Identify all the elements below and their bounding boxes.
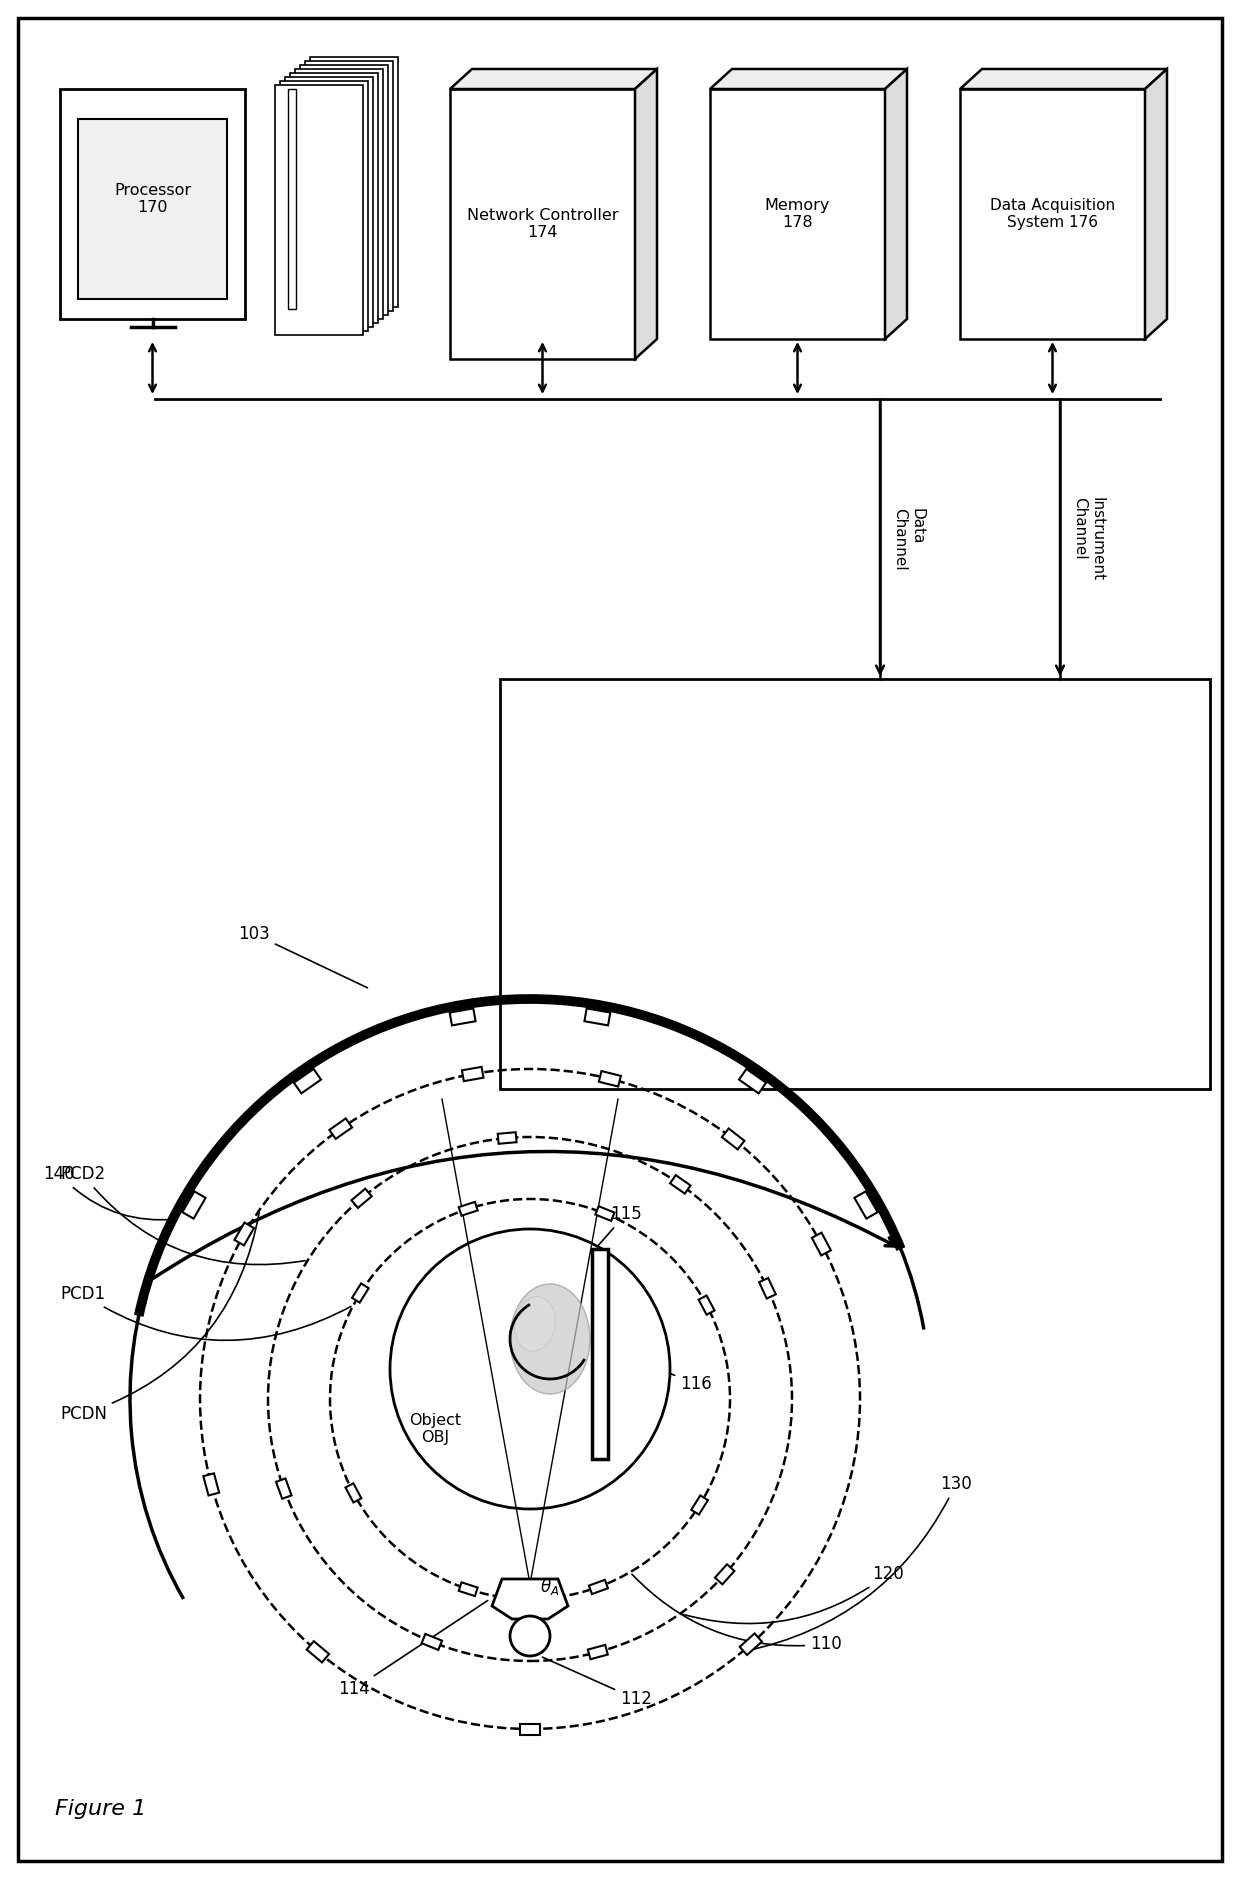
Polygon shape [306, 1640, 329, 1663]
Bar [275, 85, 363, 334]
Polygon shape [599, 1071, 621, 1086]
Polygon shape [589, 1580, 608, 1593]
Polygon shape [759, 1278, 776, 1298]
Polygon shape [346, 1483, 361, 1503]
Polygon shape [591, 1250, 608, 1458]
Polygon shape [351, 1189, 372, 1208]
Bar [288, 88, 296, 308]
Polygon shape [854, 1191, 878, 1219]
Text: Data
Channel: Data Channel [892, 507, 924, 571]
Circle shape [391, 1229, 670, 1509]
Text: $\theta_A$: $\theta_A$ [539, 1576, 559, 1597]
Ellipse shape [510, 1283, 590, 1394]
Polygon shape [960, 70, 1167, 88]
Polygon shape [520, 1723, 539, 1734]
Circle shape [510, 1616, 551, 1655]
Text: 130: 130 [745, 1475, 972, 1652]
Text: 116: 116 [613, 1349, 712, 1392]
Polygon shape [203, 1473, 219, 1496]
Bar [310, 56, 398, 306]
Polygon shape [670, 1174, 691, 1193]
Polygon shape [294, 1069, 321, 1094]
Polygon shape [450, 70, 657, 88]
Polygon shape [588, 1644, 608, 1659]
Polygon shape [595, 1206, 615, 1221]
Text: PCDN: PCDN [60, 1212, 259, 1422]
Text: Processor
170: Processor 170 [114, 182, 191, 216]
Bar [78, 118, 227, 299]
Polygon shape [459, 1203, 477, 1216]
Polygon shape [450, 1009, 476, 1026]
Polygon shape [330, 1118, 352, 1139]
Text: 115: 115 [563, 1204, 642, 1285]
Text: PCD1: PCD1 [60, 1285, 351, 1340]
Text: 110: 110 [632, 1575, 842, 1654]
Bar [285, 77, 373, 327]
Bar [295, 70, 383, 319]
Bar [711, 88, 885, 338]
Text: Memory
178: Memory 178 [765, 197, 831, 231]
Polygon shape [711, 70, 906, 88]
Polygon shape [459, 1582, 477, 1595]
Polygon shape [885, 70, 906, 338]
Polygon shape [635, 70, 657, 359]
Polygon shape [740, 1633, 761, 1655]
Text: 103: 103 [238, 924, 367, 988]
Text: Data Acquisition
System 176: Data Acquisition System 176 [990, 197, 1115, 231]
Text: Figure 1: Figure 1 [55, 1798, 146, 1819]
Bar [290, 73, 378, 323]
Bar [960, 88, 1145, 338]
Text: 112: 112 [543, 1657, 652, 1708]
Bar [500, 678, 1210, 1090]
Polygon shape [691, 1496, 708, 1514]
Polygon shape [422, 1635, 443, 1650]
Bar [280, 81, 368, 331]
Polygon shape [182, 1191, 206, 1219]
Text: 114: 114 [339, 1601, 487, 1699]
Polygon shape [497, 1133, 517, 1144]
Polygon shape [492, 1578, 568, 1620]
Bar [60, 88, 246, 319]
Polygon shape [277, 1479, 291, 1499]
Bar [300, 66, 388, 316]
Text: Instrument
Channel: Instrument Channel [1073, 496, 1105, 581]
Text: 120: 120 [683, 1565, 904, 1623]
Text: PCD2: PCD2 [60, 1165, 305, 1265]
Polygon shape [698, 1295, 714, 1315]
Polygon shape [352, 1283, 368, 1302]
Polygon shape [584, 1009, 610, 1026]
Polygon shape [812, 1233, 831, 1255]
Polygon shape [722, 1129, 744, 1150]
Text: Object
OBJ: Object OBJ [409, 1413, 461, 1445]
Text: Network Controller
174: Network Controller 174 [466, 209, 619, 241]
Bar [450, 88, 635, 359]
Ellipse shape [515, 1297, 556, 1351]
Polygon shape [234, 1223, 254, 1246]
Polygon shape [1145, 70, 1167, 338]
Bar [305, 60, 393, 312]
Polygon shape [739, 1069, 766, 1094]
Polygon shape [461, 1067, 484, 1080]
Polygon shape [715, 1565, 734, 1584]
Text: 140: 140 [43, 1165, 175, 1219]
